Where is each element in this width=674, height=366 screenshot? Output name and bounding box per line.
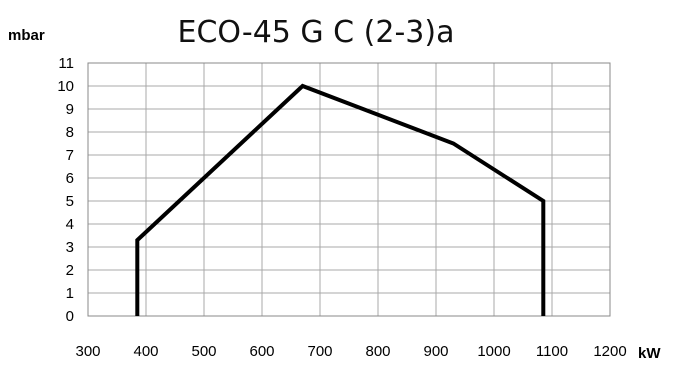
y-tick-label: 11	[58, 55, 74, 72]
x-tick-label: 1100	[536, 343, 568, 360]
x-tick-label: 1200	[593, 343, 626, 360]
y-tick-label: 4	[66, 216, 74, 233]
chart-title: ECO-45 G C (2-3)a	[178, 15, 455, 50]
y-tick-label: 9	[66, 101, 74, 118]
x-tick-label: 500	[191, 343, 216, 360]
plot-frame	[87, 62, 611, 317]
x-tick-label: 600	[249, 343, 274, 360]
series-line	[135, 83, 546, 316]
y-tick-label: 10	[57, 78, 74, 95]
x-axis-label: kW	[638, 345, 661, 362]
y-tick-label: 1	[66, 285, 74, 302]
y-tick-label: 0	[66, 308, 74, 325]
y-tick-label: 6	[66, 170, 74, 187]
x-tick-label: 900	[423, 343, 448, 360]
series-layer	[135, 83, 546, 316]
tick-labels: 300 400 500 600 700 800 900 1000 1100 1200 0 1 2 3 4 5 6…	[57, 55, 626, 360]
y-axis-label: mbar	[8, 27, 45, 44]
x-tick-label: 700	[307, 343, 332, 360]
y-tick-label: 8	[66, 124, 74, 141]
x-tick-label: 800	[365, 343, 390, 360]
x-tick-label: 300	[75, 343, 100, 360]
y-tick-label: 3	[66, 239, 74, 256]
x-tick-label: 400	[133, 343, 158, 360]
y-tick-label: 5	[66, 193, 74, 210]
y-tick-label: 7	[66, 147, 74, 164]
y-tick-label: 2	[66, 262, 74, 279]
grid	[87, 62, 611, 317]
x-tick-label: 1000	[477, 343, 510, 360]
